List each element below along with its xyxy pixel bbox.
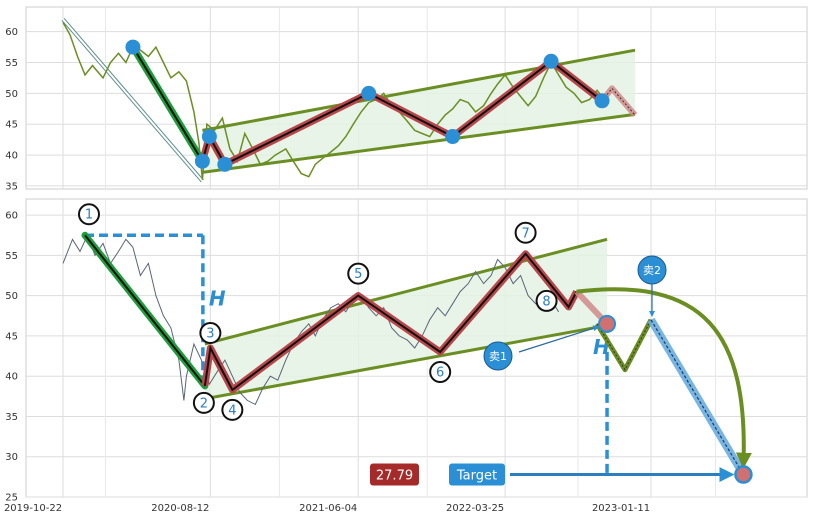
bottom-y-tick-label: 60 xyxy=(5,211,18,222)
wave-label-number: 6 xyxy=(436,366,444,381)
bottom-y-tick-label: 55 xyxy=(5,251,18,262)
wave-label-number: 2 xyxy=(200,396,208,411)
bottom-y-tick-label: 50 xyxy=(5,291,18,302)
bottom-channel-lower xyxy=(204,323,608,401)
sell1-marker xyxy=(598,314,617,333)
wave-label-number: 5 xyxy=(354,267,362,282)
sell2-badge xyxy=(637,255,667,285)
wave-point-marker xyxy=(361,85,377,101)
wave-label-circle xyxy=(514,221,537,244)
wave-point-marker xyxy=(194,153,210,169)
top-y-ticks: 35 40 45 50 55 60 xyxy=(5,27,18,192)
top-y-tick-label: 35 xyxy=(5,181,18,192)
projection-path xyxy=(576,287,752,477)
target-value-label: 27.79 xyxy=(376,469,413,484)
wave-label-circle xyxy=(429,361,452,384)
diagonal-arrow-core xyxy=(62,18,204,182)
wave-label-circle xyxy=(221,398,244,421)
wave-label-circle xyxy=(199,322,222,344)
wave-label-number: 7 xyxy=(521,226,529,241)
target-value-box xyxy=(370,463,419,486)
top-impulse-core xyxy=(132,46,204,162)
h-measure: HH xyxy=(84,233,610,475)
bottom-x-ticks: 2019-10-22 2020-08-12 2021-06-04 2022-03-25… xyxy=(4,503,650,514)
annotations: 卖1 卖2 27.79 Target xyxy=(370,255,753,486)
sell2-label: 卖2 xyxy=(643,264,661,277)
bottom-y-ticks: 25 30 35 40 45 50 55 60 xyxy=(5,211,18,504)
wave-label-number: 3 xyxy=(206,327,214,342)
wave-labels: 1 2 3 4 5 6 7 8 xyxy=(77,203,558,421)
sell1-badge xyxy=(483,341,513,371)
bottom-price-line xyxy=(62,233,560,406)
bottom-wave-path xyxy=(81,231,610,394)
target-label: Target xyxy=(456,469,497,484)
wave-point-marker xyxy=(445,129,461,145)
top-y-tick-label: 40 xyxy=(5,151,18,162)
wave-label-number: 4 xyxy=(228,403,236,418)
target-box xyxy=(449,463,505,486)
wave-point-marker xyxy=(201,129,217,145)
target-marker xyxy=(734,465,753,484)
wave-label-circle xyxy=(77,203,100,226)
top-channel-upper xyxy=(202,48,636,132)
wave-point-marker xyxy=(543,53,559,69)
top-y-tick-label: 60 xyxy=(5,27,18,38)
wave-label-circle xyxy=(192,391,215,414)
h-measure-label: H xyxy=(209,287,226,311)
bottom-x-tick-label: 2023-01-11 xyxy=(592,503,650,514)
wave-label-circle xyxy=(535,289,558,312)
top-diagonal-arrow xyxy=(61,18,204,183)
bottom-wave-core xyxy=(203,252,578,392)
projection-core xyxy=(596,319,652,371)
drop-line-core xyxy=(650,319,744,475)
curved-target-arrow xyxy=(576,287,752,469)
top-panel: 35 40 45 50 55 60 xyxy=(5,6,808,192)
top-y-tick-label: 50 xyxy=(5,89,18,100)
bottom-x-tick-label: 2022-03-25 xyxy=(446,503,504,514)
top-y-tick-label: 45 xyxy=(5,120,18,131)
bottom-channel-upper xyxy=(204,237,608,346)
bottom-y-tick-label: 45 xyxy=(5,331,18,342)
sell1-pointer xyxy=(518,325,600,353)
wave-label-number: 1 xyxy=(85,208,93,223)
top-channel-lower xyxy=(202,112,636,174)
wave-label-circle xyxy=(347,262,370,285)
sell1-label: 卖1 xyxy=(489,350,507,363)
top-y-tick-label: 55 xyxy=(5,58,18,69)
bottom-y-tick-label: 30 xyxy=(5,452,18,463)
bottom-x-tick-label: 2021-06-04 xyxy=(299,503,357,514)
wave-point-marker xyxy=(125,39,141,55)
bottom-y-tick-label: 25 xyxy=(5,493,18,504)
bottom-impulse-core xyxy=(84,234,206,387)
bottom-y-tick-label: 35 xyxy=(5,412,18,423)
bottom-x-tick-label: 2019-10-22 xyxy=(4,503,62,514)
bottom-x-tick-label: 2020-08-12 xyxy=(151,503,209,514)
wave-label-number: 8 xyxy=(542,294,550,309)
bottom-y-tick-label: 40 xyxy=(5,372,18,383)
wave-point-marker xyxy=(594,93,610,109)
top-wave-points xyxy=(125,39,610,172)
wave-point-marker xyxy=(217,156,233,172)
